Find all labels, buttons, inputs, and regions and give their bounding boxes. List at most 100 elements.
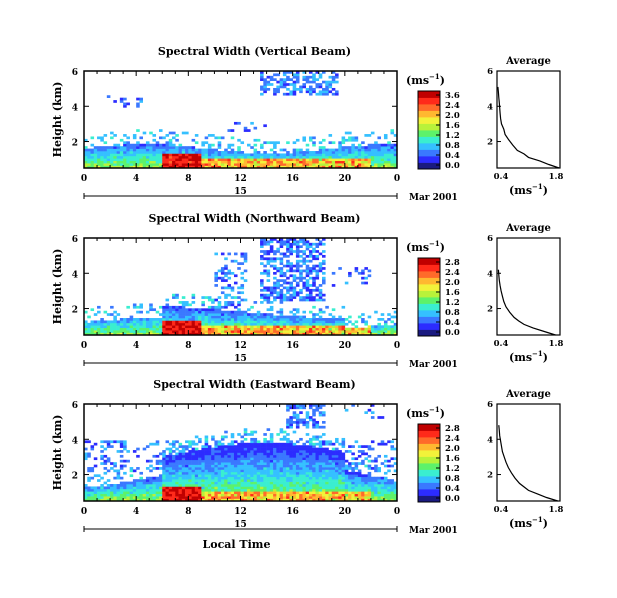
heatmap-cell — [217, 484, 222, 487]
heatmap-cell — [315, 450, 320, 453]
heatmap-cell — [253, 454, 258, 458]
heatmap-cell — [194, 322, 199, 326]
heatmap-cell — [123, 102, 127, 106]
heatmap-cell — [312, 454, 316, 458]
heatmap-cell — [266, 87, 271, 91]
heatmap-cell — [344, 160, 349, 164]
heatmap-cell — [335, 447, 339, 451]
heatmap-cell — [338, 318, 342, 321]
heatmap-cell — [302, 153, 307, 157]
heatmap-cell — [139, 498, 143, 502]
heatmap-cell — [322, 325, 326, 329]
heatmap-cell — [322, 158, 326, 162]
heatmap-cell — [266, 252, 271, 256]
heatmap-cell — [354, 151, 359, 154]
heatmap-cell — [351, 479, 355, 482]
heatmap-cell — [289, 423, 293, 427]
heatmap-cell — [341, 327, 346, 331]
heatmap-cell — [322, 450, 326, 453]
heatmap-cell — [194, 476, 199, 480]
heatmap-cell — [207, 457, 212, 461]
heatmap-cell — [181, 454, 186, 458]
heatmap-cell — [292, 325, 297, 329]
heatmap-cell — [315, 254, 320, 258]
heatmap-cell — [302, 481, 307, 485]
heatmap-cell — [162, 450, 166, 453]
heatmap-cell — [185, 496, 189, 499]
heatmap-cell — [227, 315, 232, 319]
heatmap-cell — [299, 498, 303, 502]
heatmap-cell — [269, 445, 274, 448]
heatmap-cell — [168, 330, 173, 333]
heatmap-cell — [305, 332, 310, 336]
heatmap-cell — [341, 151, 346, 154]
heatmap-cell — [247, 476, 251, 480]
heatmap-cell — [282, 163, 287, 166]
heatmap-cell — [217, 318, 222, 321]
heatmap-cell — [318, 264, 323, 268]
heatmap-cell — [266, 315, 271, 319]
heatmap-cell — [129, 160, 134, 164]
heatmap-cell — [322, 322, 326, 326]
heatmap-cell — [198, 462, 202, 465]
heatmap-cell — [331, 452, 336, 456]
heatmap-cell — [273, 315, 277, 319]
heatmap-cell — [237, 313, 241, 316]
heatmap-cell — [328, 332, 333, 336]
heatmap-cell — [318, 308, 323, 312]
heatmap-cell — [149, 320, 153, 324]
colorbar-swatch — [418, 489, 440, 496]
heatmap-cell — [204, 452, 209, 456]
heatmap-cell — [315, 476, 320, 480]
heatmap-cell — [185, 332, 189, 336]
heatmap-cell — [357, 151, 362, 154]
heatmap-cell — [227, 476, 232, 480]
heatmap-cell — [318, 464, 323, 468]
heatmap-cell — [175, 330, 179, 333]
heatmap-cell — [162, 332, 166, 336]
heatmap-cell — [240, 454, 245, 458]
heatmap-cell — [103, 134, 108, 137]
heatmap-cell — [269, 476, 274, 480]
heatmap-cell — [387, 313, 391, 316]
heatmap-cell — [90, 488, 95, 492]
heatmap-cell — [129, 318, 134, 321]
heatmap-cell — [155, 148, 160, 152]
y-tick-label: 6 — [72, 235, 78, 245]
heatmap-cell — [194, 452, 199, 456]
heatmap-cell — [217, 269, 222, 273]
heatmap-cell — [126, 318, 130, 321]
heatmap-cell — [387, 479, 391, 482]
heatmap-cell — [279, 474, 284, 478]
heatmap-cell — [380, 486, 385, 490]
heatmap-cell — [142, 160, 147, 164]
heatmap-cell — [185, 464, 189, 468]
heatmap-cell — [276, 250, 280, 253]
heatmap-cell — [201, 158, 205, 162]
heatmap-cell — [132, 143, 137, 147]
heatmap-cell — [172, 450, 176, 453]
heatmap-cell — [250, 305, 254, 309]
heatmap-cell — [110, 484, 114, 487]
heatmap-cell — [325, 481, 329, 485]
heatmap-cell — [230, 143, 235, 147]
heatmap-cell — [256, 474, 261, 478]
heatmap-cell — [152, 476, 157, 480]
heatmap-cell — [390, 332, 395, 336]
heatmap-cell — [361, 445, 365, 448]
heatmap-cell — [123, 97, 127, 101]
heatmap-cell — [282, 488, 287, 492]
heatmap-cell — [191, 315, 196, 319]
heatmap-cell — [100, 322, 104, 326]
heatmap-cell — [217, 457, 222, 461]
heatmap-cell — [312, 284, 316, 287]
heatmap-cell — [132, 303, 137, 307]
heatmap-cell — [178, 486, 183, 490]
heatmap-cell — [256, 332, 261, 336]
heatmap-cell — [354, 471, 359, 475]
heatmap-cell — [247, 160, 251, 164]
heatmap-cell — [227, 163, 232, 166]
average-y-tick-label: 2 — [487, 471, 493, 481]
heatmap-cell — [305, 454, 310, 458]
heatmap-cell — [289, 288, 293, 292]
